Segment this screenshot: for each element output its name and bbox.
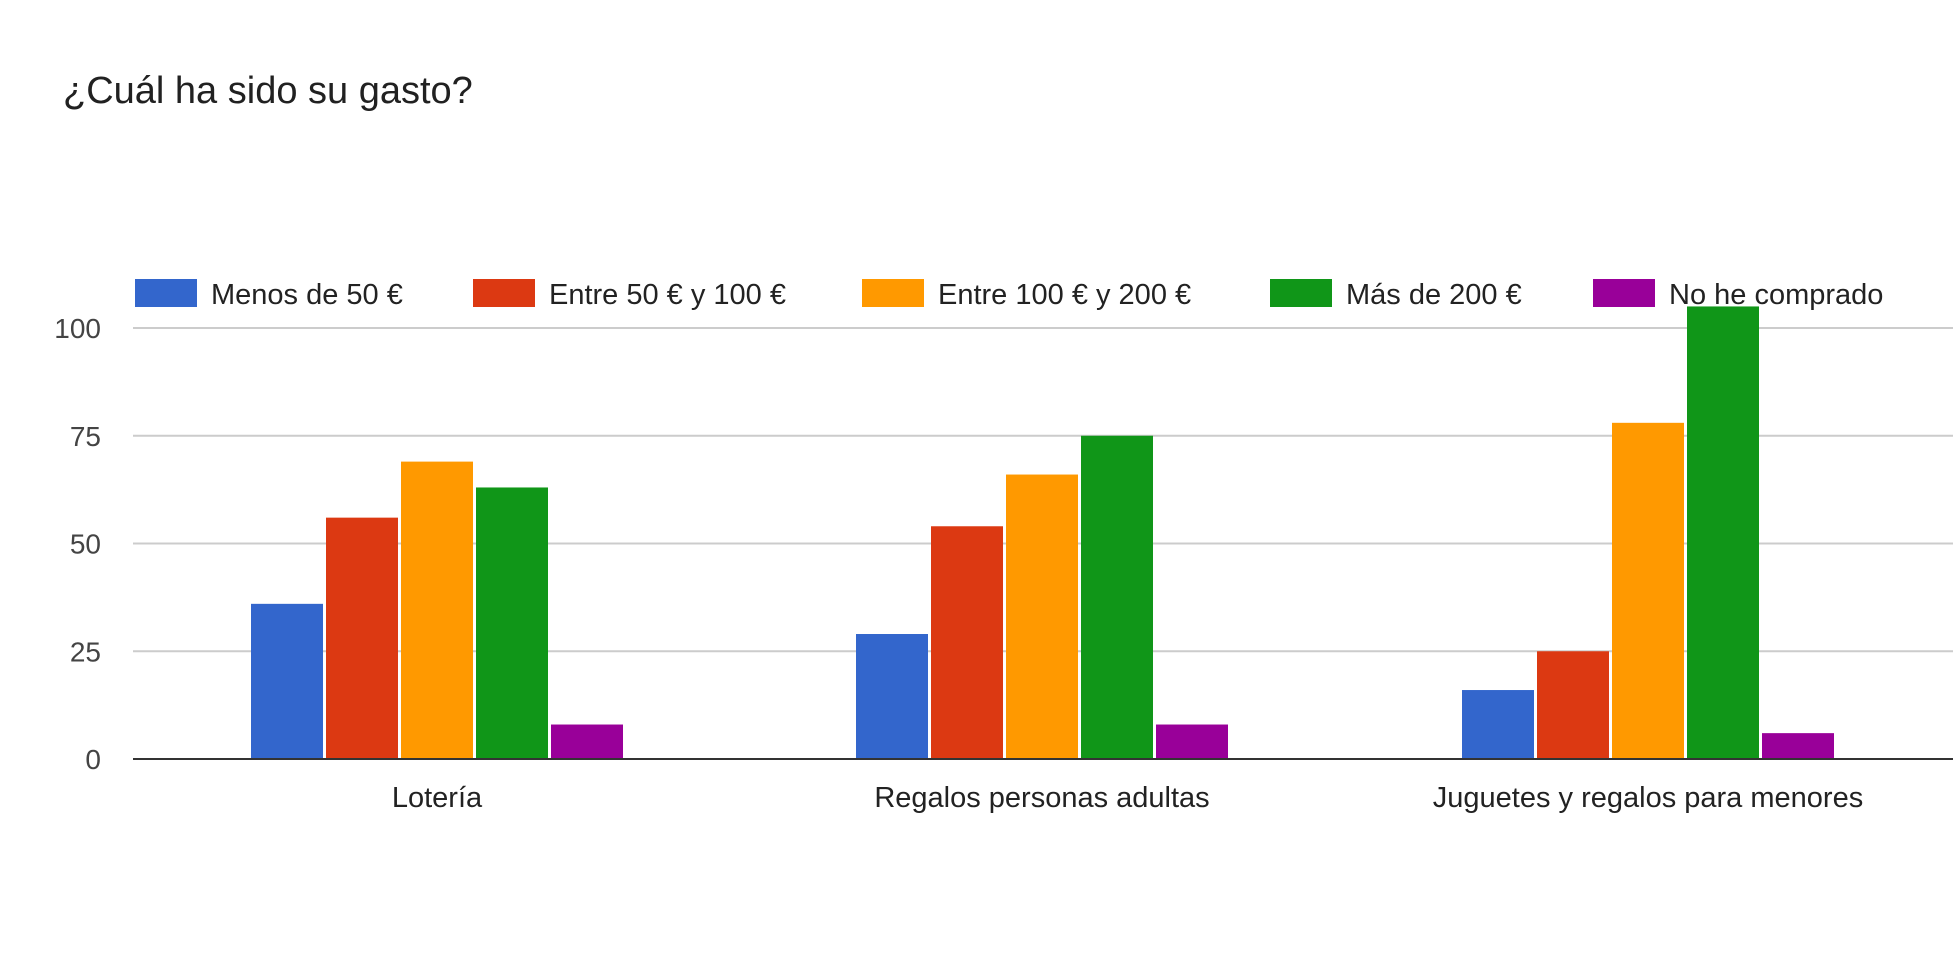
bar-regalos-personas-adultas-no-he-comprado bbox=[1156, 724, 1228, 759]
y-tick-label: 50 bbox=[70, 529, 101, 560]
legend-item-menos-de-50: Menos de 50 € bbox=[135, 279, 403, 311]
bar-loteria-entre-50-y-100 bbox=[326, 517, 398, 759]
x-axis-categories: Lotería Regalos personas adultas Juguetes … bbox=[392, 782, 1863, 814]
legend-item-no-he-comprado: No he comprado bbox=[1593, 279, 1883, 311]
y-tick-label: 25 bbox=[70, 636, 101, 667]
legend-swatch bbox=[473, 279, 535, 307]
legend-label: Entre 50 € y 100 € bbox=[549, 279, 786, 311]
legend: Menos de 50 € Entre 50 € y 100 € Entre 100… bbox=[135, 279, 1883, 311]
x-category-label: Juguetes y regalos para menores bbox=[1433, 782, 1863, 814]
chart-title: ¿Cuál ha sido su gasto? bbox=[63, 70, 473, 112]
bars bbox=[251, 306, 1834, 759]
bar-juguetes-y-regalos-para-menores-menos-de-50 bbox=[1462, 690, 1534, 759]
legend-item-entre-100-y-200: Entre 100 € y 200 € bbox=[862, 279, 1191, 311]
bar-loteria-mas-de-200 bbox=[476, 487, 548, 759]
legend-swatch bbox=[1593, 279, 1655, 307]
bar-loteria-no-he-comprado bbox=[551, 724, 623, 759]
x-category-label: Regalos personas adultas bbox=[874, 782, 1209, 814]
legend-item-entre-50-y-100: Entre 50 € y 100 € bbox=[473, 279, 786, 311]
legend-swatch bbox=[862, 279, 924, 307]
bar-juguetes-y-regalos-para-menores-mas-de-200 bbox=[1687, 306, 1759, 759]
y-tick-label: 0 bbox=[85, 744, 101, 775]
legend-swatch bbox=[135, 279, 197, 307]
legend-label: Más de 200 € bbox=[1346, 279, 1522, 311]
legend-item-mas-de-200: Más de 200 € bbox=[1270, 279, 1522, 311]
bar-regalos-personas-adultas-menos-de-50 bbox=[856, 634, 928, 759]
bar-loteria-entre-100-y-200 bbox=[401, 461, 473, 759]
y-tick-label: 100 bbox=[54, 313, 101, 344]
bar-regalos-personas-adultas-entre-50-y-100 bbox=[931, 526, 1003, 759]
legend-label: No he comprado bbox=[1669, 279, 1883, 311]
bar-juguetes-y-regalos-para-menores-entre-100-y-200 bbox=[1612, 422, 1684, 759]
bar-loteria-menos-de-50 bbox=[251, 603, 323, 759]
legend-label: Menos de 50 € bbox=[211, 279, 403, 311]
legend-label: Entre 100 € y 200 € bbox=[938, 279, 1191, 311]
bar-juguetes-y-regalos-para-menores-entre-50-y-100 bbox=[1537, 651, 1609, 759]
y-axis-ticks: 0 25 50 75 100 bbox=[54, 313, 101, 775]
bar-juguetes-y-regalos-para-menores-no-he-comprado bbox=[1762, 733, 1834, 759]
y-tick-label: 75 bbox=[70, 421, 101, 452]
bar-regalos-personas-adultas-entre-100-y-200 bbox=[1006, 474, 1078, 759]
bar-regalos-personas-adultas-mas-de-200 bbox=[1081, 435, 1153, 759]
x-category-label: Lotería bbox=[392, 782, 483, 814]
legend-swatch bbox=[1270, 279, 1332, 307]
